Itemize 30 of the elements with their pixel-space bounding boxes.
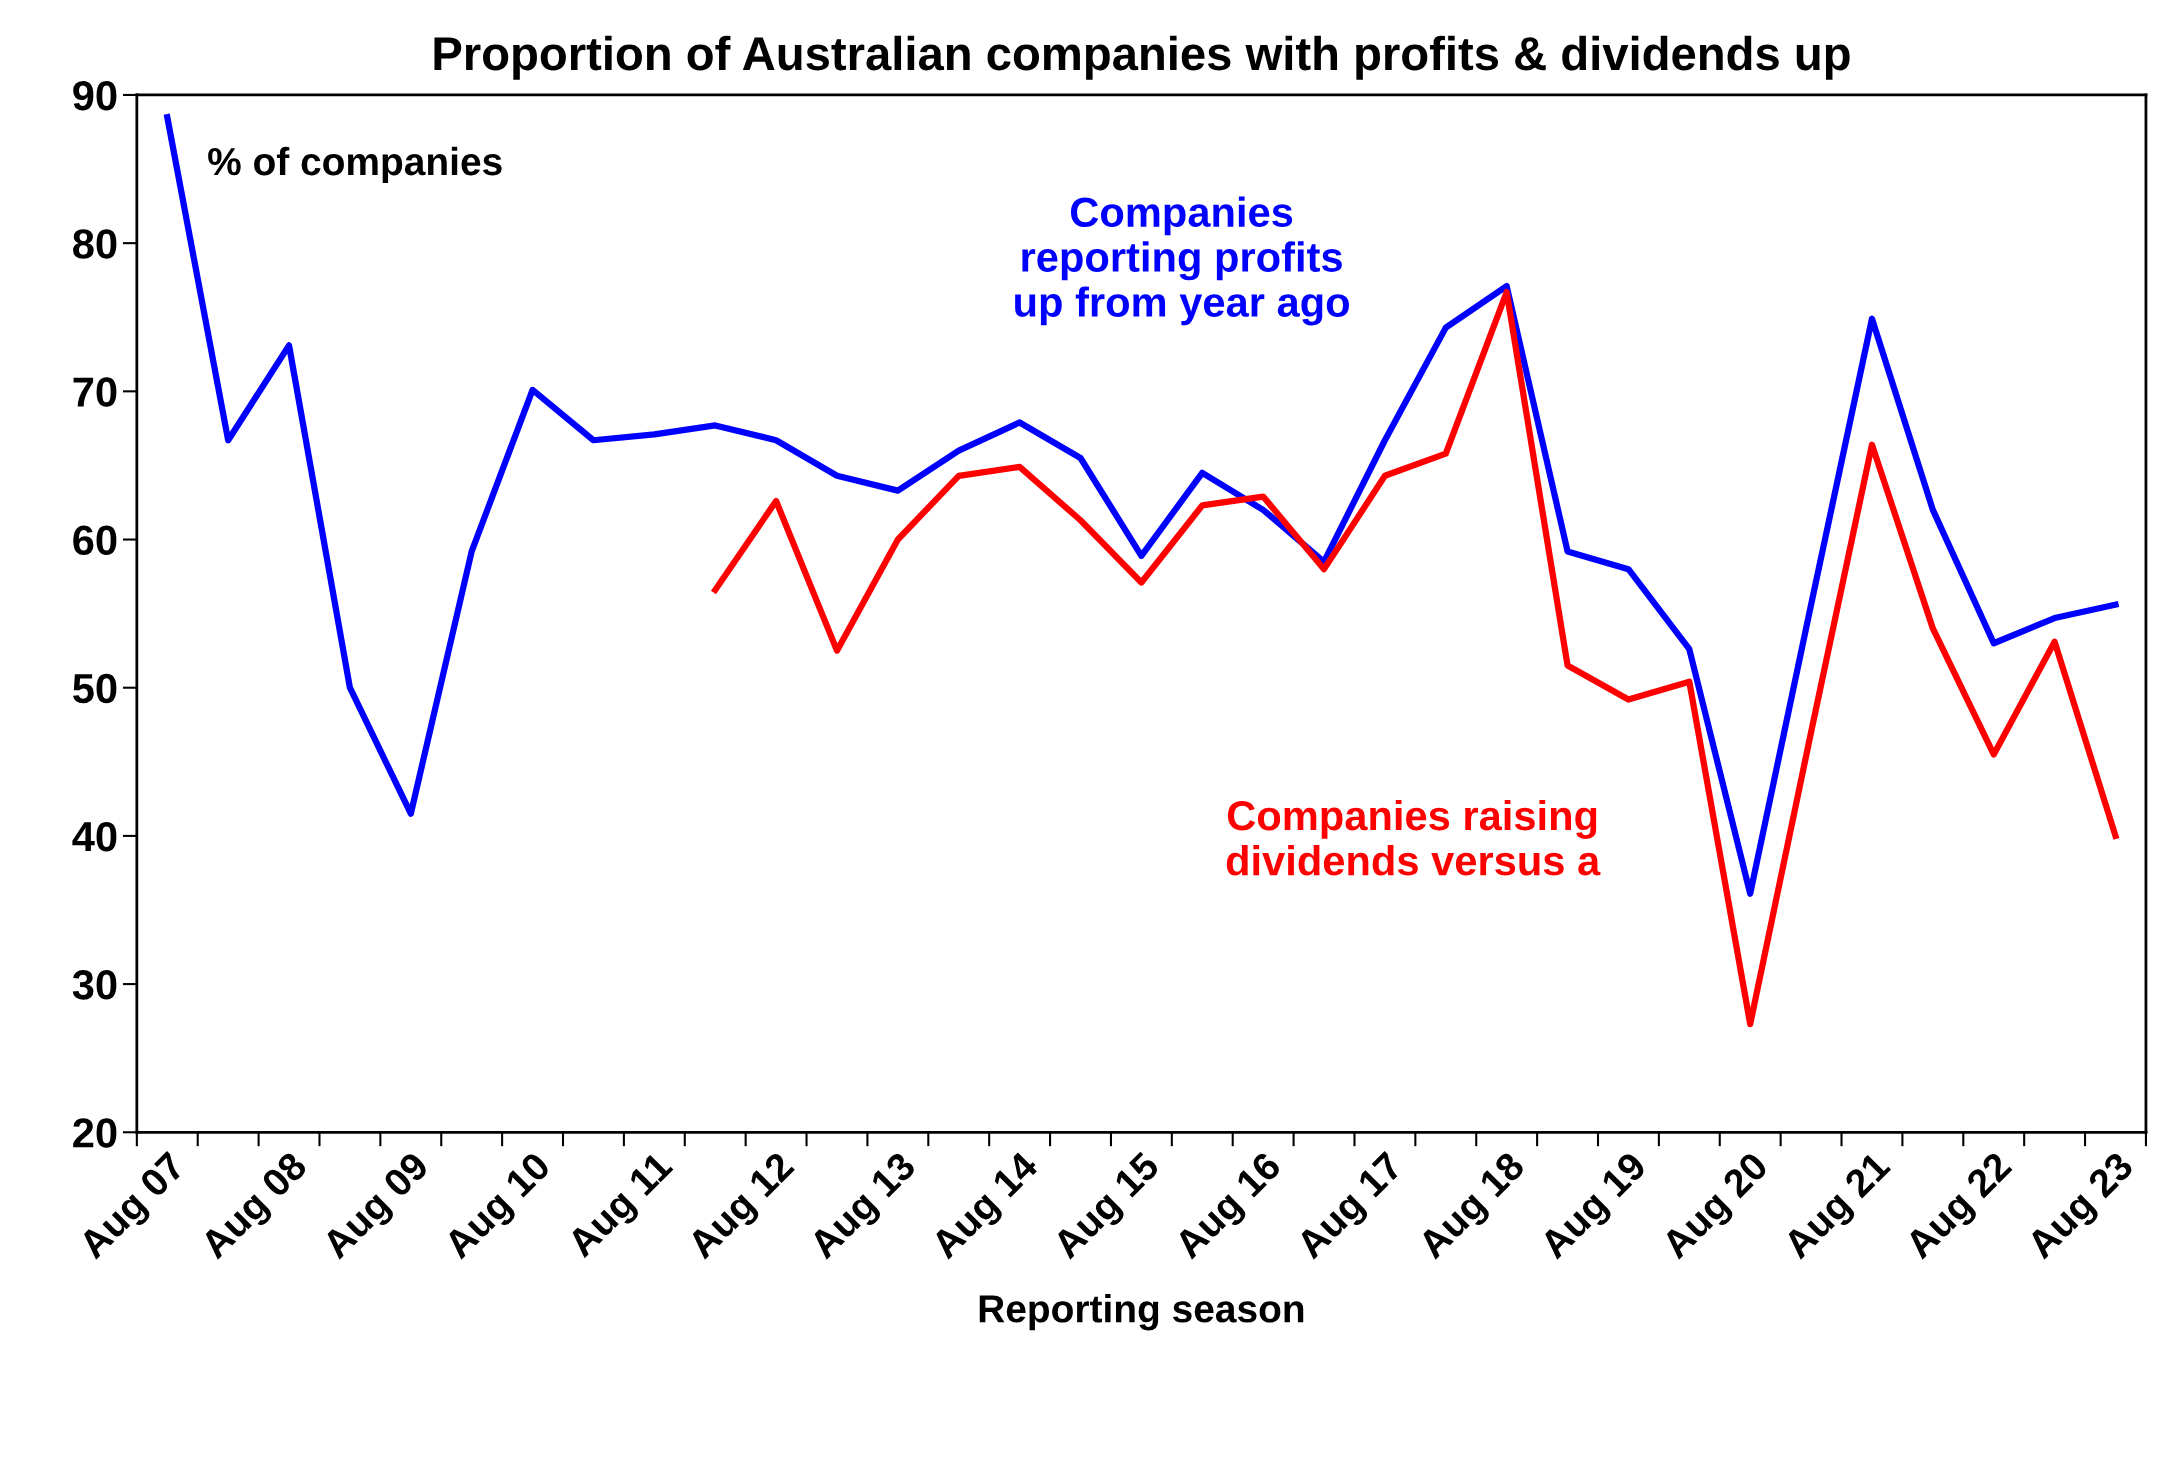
- x-axis-title: Reporting season: [979, 1294, 1304, 1331]
- y-tick-label: 80: [73, 229, 117, 259]
- x-tick-label: Aug 13: [807, 1150, 923, 1266]
- x-tick-label: Aug 09: [320, 1150, 436, 1266]
- x-tick-label: Aug 12: [685, 1150, 801, 1266]
- y-tick-label: 50: [73, 673, 117, 704]
- x-tick-label: Aug 18: [1416, 1150, 1532, 1266]
- x-tick-label: Aug 23: [2025, 1150, 2141, 1266]
- x-tick-label: Aug 22: [1903, 1150, 2019, 1266]
- x-tick-label: Aug 10: [442, 1150, 558, 1266]
- x-tick-label: Aug 19: [1538, 1150, 1654, 1266]
- y-tick-label: 40: [72, 821, 117, 852]
- text: Companies raising dividends versus a: [1226, 799, 1601, 876]
- text: Companies reporting profits up from year ago: [1015, 196, 1349, 326]
- x-tick-label: Aug 11: [565, 1150, 680, 1265]
- x-tick-label: Aug 20: [1659, 1150, 1775, 1266]
- x-tick-label: Aug 15: [1051, 1150, 1167, 1266]
- y-tick-label: 90: [73, 80, 117, 111]
- x-tick-label: Aug 16: [1172, 1150, 1288, 1266]
- annotation: % of companies: [208, 146, 502, 184]
- x-tick-label: Aug 07: [76, 1150, 192, 1266]
- x-tick-label: Aug 08: [198, 1150, 314, 1266]
- y-tick-label: 30: [72, 970, 117, 1000]
- chart-title: Proportion of Australian companies with profits & dividends up: [434, 35, 1850, 80]
- y-tick-label: 60: [73, 525, 117, 556]
- x-tick-label: Aug 17: [1294, 1151, 1410, 1266]
- y-tick-label: 70: [73, 377, 117, 407]
- x-tick-label: Aug 14: [929, 1149, 1046, 1266]
- y-tick-label: 20: [73, 1118, 117, 1148]
- x-tick-label: Aug 21: [1781, 1150, 1897, 1266]
